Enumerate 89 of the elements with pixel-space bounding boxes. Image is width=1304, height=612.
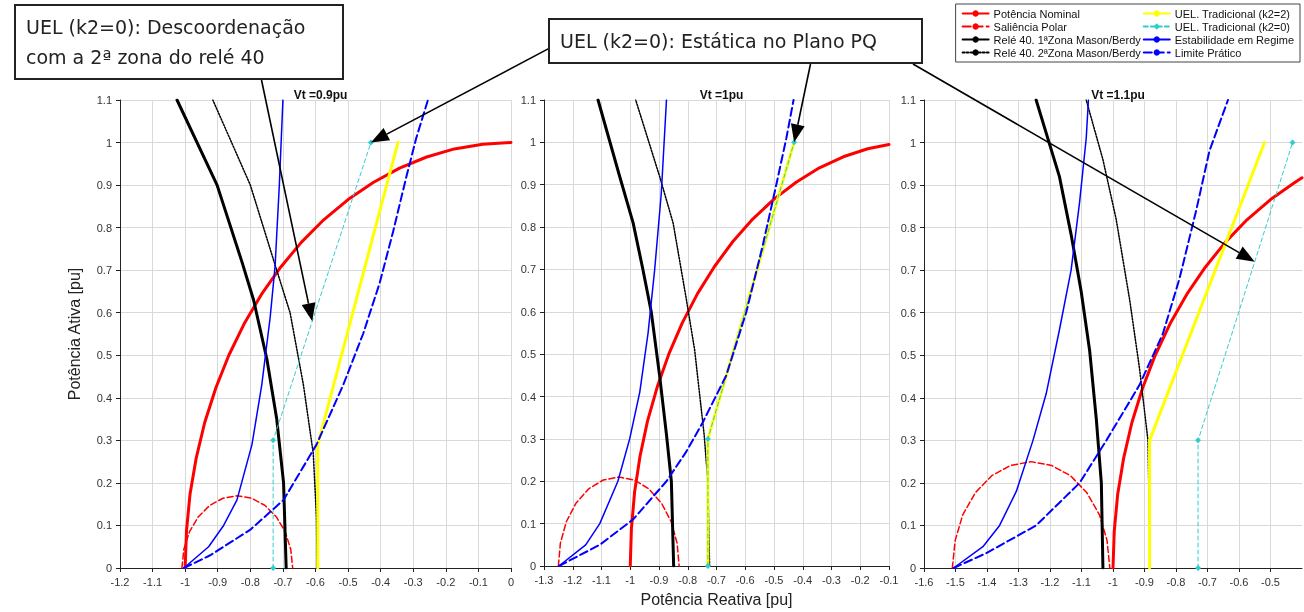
y-tick-label: 1.1 <box>96 94 112 106</box>
x-tick-label: -0.3 <box>403 575 423 588</box>
x-tick-label: -1.2 <box>110 575 130 588</box>
x-tick-label: -0.5 <box>1261 575 1280 588</box>
y-tick-label: 0 <box>909 562 916 574</box>
x-tick-label: 0 <box>507 575 515 588</box>
x-tick-label: -1.5 <box>946 575 965 588</box>
y-tick-label: 0.3 <box>900 434 916 447</box>
x-tick-label: -0.8 <box>1166 575 1186 588</box>
y-tick-label: 0.4 <box>96 391 112 404</box>
x-tick-label: -0.1 <box>879 573 899 586</box>
y-tick-label: 0.2 <box>520 475 536 488</box>
x-tick-label: -1.6 <box>914 575 934 588</box>
x-tick-label: -0.4 <box>371 575 391 588</box>
y-tick-label: 0.8 <box>900 221 916 234</box>
legend-label: Saliência Polar <box>993 20 1068 33</box>
x-tick-label: -1.2 <box>563 573 583 586</box>
legend-label: Relé 40. 2ªZona Mason/Berdy <box>993 46 1142 59</box>
y-tick-label: 0.4 <box>900 391 916 404</box>
text: UEL (k2=0): Descoordenação com a 2ª zona do relé 40 <box>14 4 344 80</box>
x-tick-label: -1.3 <box>534 573 554 586</box>
x-tick-label: -1.4 <box>977 575 997 588</box>
y-tick-label: 1 <box>909 136 916 149</box>
y-tick-label: 0.9 <box>900 179 916 192</box>
y-tick-label: 0.6 <box>96 306 112 319</box>
y-tick-label: 0.5 <box>900 349 916 362</box>
x-tick-label: -0.6 <box>735 573 755 586</box>
x-tick-label: -0.3 <box>822 573 841 586</box>
x-tick-label: -0.6 <box>1229 575 1249 588</box>
x-tick-label: -0.7 <box>273 575 293 588</box>
y-tick-label: 0 <box>105 562 112 574</box>
y-axis-title: Potência Ativa [pu] <box>65 267 83 401</box>
x-axis-title: Potência Reativa [pu] <box>640 590 793 608</box>
y-tick-label: 0.3 <box>96 434 112 447</box>
x-tick-label: -0.5 <box>764 573 784 586</box>
x-tick-label: -1.3 <box>1009 575 1028 588</box>
legend-label: Estabilidade em Regime <box>1174 33 1295 46</box>
y-tick-label: 0.2 <box>96 476 112 489</box>
y-tick-label: 0.7 <box>520 263 536 276</box>
x-tick-label: -1.1 <box>592 573 611 586</box>
y-tick-label: 0.7 <box>900 264 916 277</box>
y-tick-label: 0.6 <box>520 305 536 318</box>
y-tick-label: 0.8 <box>520 221 536 234</box>
y-tick-label: 1 <box>529 136 536 149</box>
y-tick-label: 1 <box>105 136 112 149</box>
legend-label: Relé 40. 1ªZona Mason/Berdy <box>993 33 1142 46</box>
y-tick-label: 0.1 <box>96 519 112 532</box>
chart-title: Vt =1.1pu <box>1091 88 1145 102</box>
x-tick-label: -0.9 <box>1135 575 1154 588</box>
x-tick-label: -1 <box>625 573 636 586</box>
legend-label: Potência Nominal <box>993 7 1080 20</box>
legend-label: UEL. Tradicional (k2=2) <box>1174 7 1291 20</box>
y-tick-label: 0.5 <box>96 349 112 362</box>
x-tick-label: -0.7 <box>707 573 726 586</box>
x-tick-label: -0.4 <box>793 573 813 586</box>
x-tick-label: -0.8 <box>240 575 260 588</box>
y-tick-label: 0.1 <box>520 517 536 530</box>
x-tick-label: -0.6 <box>306 575 325 588</box>
y-tick-label: 0.7 <box>96 264 112 277</box>
x-tick-label: -1 <box>1108 575 1118 588</box>
x-tick-label: -0.2 <box>436 575 456 588</box>
y-tick-label: 0 <box>529 560 536 572</box>
x-tick-label: -0.5 <box>338 575 358 588</box>
y-tick-label: 0.1 <box>900 519 916 532</box>
x-tick-label: -0.2 <box>850 573 870 586</box>
y-tick-label: 0.6 <box>900 306 916 319</box>
chart-title: Vt =1pu <box>699 88 744 102</box>
x-tick-label: -1.1 <box>1072 575 1091 588</box>
x-tick-label: -0.9 <box>208 575 228 588</box>
y-tick-label: 0.5 <box>520 348 536 361</box>
x-tick-label: -0.8 <box>678 573 698 586</box>
y-tick-label: 0.2 <box>900 476 916 489</box>
y-tick-label: 0.4 <box>520 390 536 403</box>
x-tick-label: -1 <box>180 575 191 588</box>
y-tick-label: 1.1 <box>520 94 536 106</box>
text: UEL (k2=0): Estática no Plano PQ <box>548 18 923 64</box>
y-tick-label: 0.9 <box>520 178 536 191</box>
y-tick-label: 0.8 <box>96 221 112 234</box>
x-tick-label: -0.9 <box>649 573 669 586</box>
x-tick-label: -1.1 <box>143 575 163 588</box>
x-tick-label: -0.1 <box>468 575 488 588</box>
y-tick-label: 0.3 <box>520 432 536 445</box>
y-tick-label: 1.1 <box>900 94 916 106</box>
y-tick-label: 0.9 <box>96 179 112 192</box>
x-tick-label: -1.2 <box>1040 575 1060 588</box>
chart-title: Vt =0.9pu <box>293 88 348 102</box>
legend-label: UEL. Tradicional (k2=0) <box>1174 20 1291 33</box>
legend-label: Limite Prático <box>1174 46 1242 59</box>
x-tick-label: -0.7 <box>1198 575 1217 588</box>
